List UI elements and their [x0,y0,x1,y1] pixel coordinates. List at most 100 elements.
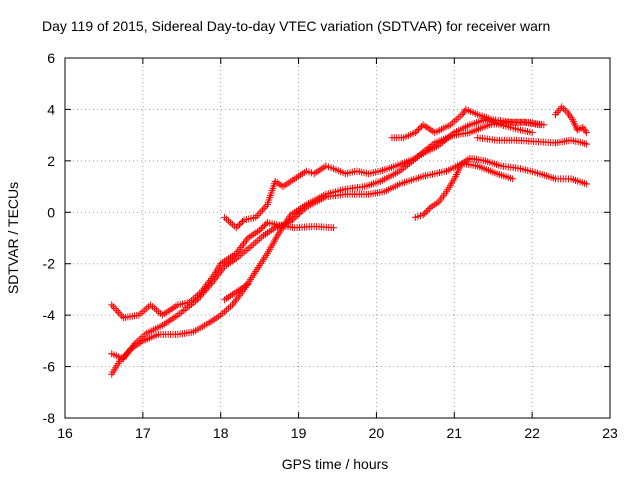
data-point [223,306,231,314]
data-point [413,127,421,135]
series-track-d [221,118,544,232]
data-point [255,210,263,218]
data-point [195,294,203,302]
data-point [204,283,212,291]
data-point [114,308,122,316]
data-point [200,289,208,297]
y-tick-label: 6 [47,50,55,66]
data-point [509,175,517,183]
data-point [411,129,419,137]
data-point [116,310,124,318]
data-point [257,208,265,216]
data-point [257,225,265,233]
series-track-f [388,105,548,142]
data-point [113,306,121,314]
data-point [528,129,536,137]
data-point [193,296,201,304]
data-point [250,240,258,248]
data-point [414,125,422,133]
data-point [454,114,462,122]
data-point [149,303,157,311]
x-tick-label: 21 [446,425,462,441]
data-point [152,306,160,314]
plot-frame [64,57,611,419]
data-point [258,233,266,241]
x-tick-label: 17 [135,425,151,441]
data-point [221,213,229,221]
data-point [206,281,214,289]
data-point [424,206,432,214]
data-point [461,107,469,115]
data-point [452,116,460,124]
y-tick-label: -4 [43,307,56,323]
data-point [560,105,568,113]
x-tick-label: 18 [213,425,229,441]
data-point [421,209,429,217]
data-point [228,220,236,228]
y-tick-label: -8 [43,410,56,426]
data-point [178,308,186,316]
data-point [244,280,252,288]
data-point [239,218,247,226]
data-point [246,243,254,251]
series-track-g [411,154,591,221]
data-point [234,222,242,230]
data-point [254,237,262,245]
data-point [583,140,591,148]
data-point [252,238,260,246]
y-tick-label: 4 [47,101,55,117]
x-tick-label: 23 [602,425,618,441]
data-point [111,305,119,313]
data-point [203,285,211,293]
data-point [561,106,569,114]
y-tick-label: 0 [47,204,55,220]
data-point [581,127,589,135]
data-point [225,217,232,225]
data-point [141,306,149,314]
data-point [456,112,464,120]
data-point [139,308,147,316]
data-point [196,292,204,300]
data-point [237,219,245,227]
grid-layer [64,57,611,419]
series-layer [108,103,591,378]
data-point [143,304,151,312]
data-point [419,211,427,219]
data-point [292,213,300,221]
data-point [289,216,297,224]
data-point [182,305,190,313]
x-tick-label: 19 [291,425,307,441]
data-point [259,223,267,231]
data-point [450,117,458,125]
series-track-c [108,116,536,378]
data-point [330,224,338,232]
chart-title: Day 119 of 2015, Sidereal Day-to-day VTE… [42,18,551,34]
y-tick-label: 2 [47,153,55,169]
data-point [583,180,591,188]
data-point [248,242,256,250]
data-point [573,126,581,134]
data-point [553,109,561,117]
data-point [422,208,430,216]
x-axis-label: GPS time / hours [281,456,389,472]
data-point [201,287,209,295]
x-tick-label: 20 [369,425,385,441]
data-point [577,124,585,132]
data-point [540,121,548,129]
tick-layer: 16 17 18 19 20 21 22 23 -8 -6 -4 -2 0 2 4 6 [43,50,618,441]
y-tick-label: -6 [43,359,56,375]
y-tick-label: -2 [43,256,56,272]
data-point [260,222,268,230]
data-point [198,290,206,298]
data-point [232,224,240,232]
data-point [235,221,243,229]
data-point [147,301,155,309]
data-point [260,204,268,212]
data-point [109,303,117,311]
x-tick-label: 22 [524,425,540,441]
data-point [226,219,234,227]
data-point [256,235,264,243]
data-point [290,214,298,222]
y-axis-label: SDTVAR / TECUs [5,181,21,295]
